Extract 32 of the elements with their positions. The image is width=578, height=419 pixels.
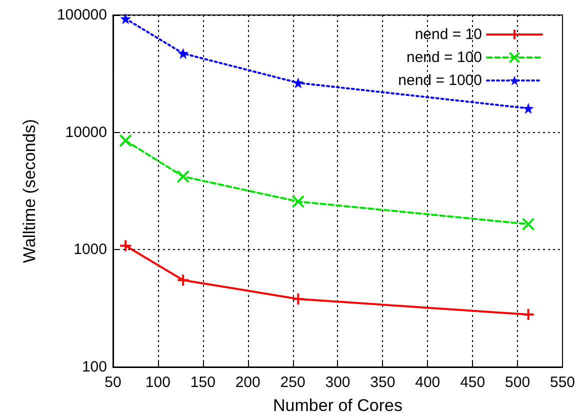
y-tick-label: 10000 <box>65 124 107 141</box>
legend-label: nend = 10 <box>414 26 482 43</box>
x-tick-label: 250 <box>280 374 306 391</box>
x-tick-label: 100 <box>145 374 170 391</box>
x-tick-label: 150 <box>190 374 216 391</box>
x-tick-label: 400 <box>415 374 440 391</box>
x-tick-label: 450 <box>460 374 486 391</box>
point <box>522 102 534 114</box>
x-tick-label: 550 <box>550 374 575 391</box>
point <box>119 134 132 148</box>
legend-label: nend = 1000 <box>398 72 482 89</box>
point <box>292 292 305 306</box>
point <box>292 77 304 88</box>
point <box>292 195 305 208</box>
x-tick-label: 300 <box>325 374 350 391</box>
legend-label: nend = 100 <box>406 49 482 66</box>
y-tick-label: 1000 <box>74 241 107 258</box>
y-tick-label: 100000 <box>56 6 107 24</box>
x-tick-label: 350 <box>370 374 396 391</box>
x-tick-label: 500 <box>505 374 530 391</box>
point <box>119 239 132 252</box>
point <box>120 13 132 24</box>
y-tick-label: 100 <box>82 358 107 376</box>
point <box>176 170 190 184</box>
point <box>522 218 535 231</box>
point <box>178 48 189 59</box>
x-axis-title: Number of Cores <box>273 396 402 415</box>
point <box>176 274 190 287</box>
x-tick-label: 200 <box>235 374 260 391</box>
x-tick-label: 50 <box>104 374 122 391</box>
y-axis-title: Walltime (seconds) <box>20 119 39 263</box>
point <box>522 308 535 322</box>
